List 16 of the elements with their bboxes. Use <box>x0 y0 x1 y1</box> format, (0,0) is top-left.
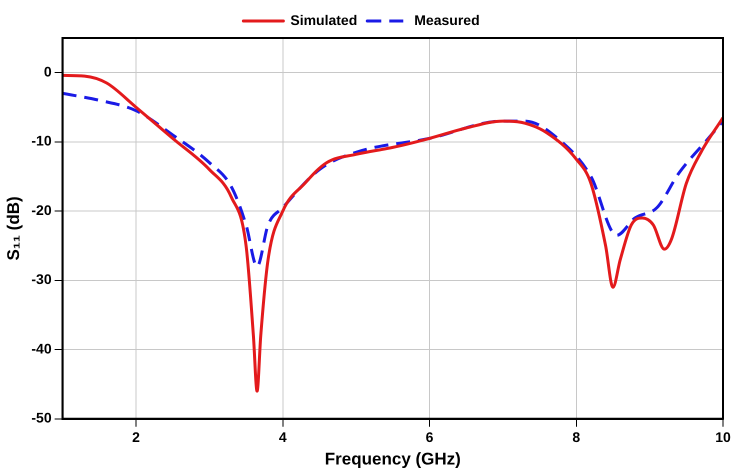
y-tick-label: 0 <box>44 63 52 80</box>
y-axis-title: S₁₁ (dB) <box>4 196 23 260</box>
x-tick-label: 2 <box>132 429 140 446</box>
y-tick-label: -30 <box>31 271 52 288</box>
y-tick-label: -20 <box>31 202 52 218</box>
y-tick-label: -10 <box>31 132 52 149</box>
line-series <box>62 74 723 393</box>
x-tick-label: 6 <box>426 429 434 446</box>
x-tick-label: 8 <box>572 429 580 446</box>
x-tick-label: 4 <box>278 429 287 446</box>
y-tick-label: -50 <box>31 410 52 426</box>
legend-label: Simulated <box>290 12 358 28</box>
y-tick-label: -40 <box>31 340 52 356</box>
x-axis-title: Frequency (GHz) <box>324 449 461 468</box>
legend-label: Measured <box>414 12 480 28</box>
x-tick-label: 10 <box>715 429 731 446</box>
